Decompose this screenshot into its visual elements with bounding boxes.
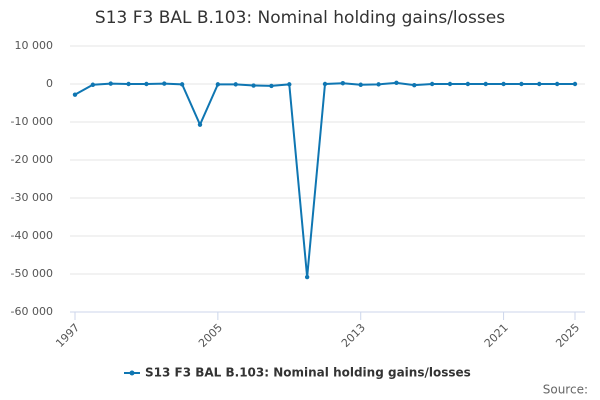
point (304, 274, 310, 280)
point (412, 82, 417, 88)
point (483, 81, 488, 87)
point (215, 82, 221, 87)
source: Source: (543, 383, 588, 397)
point (340, 81, 346, 86)
y-tick-label: 10 000 (15, 39, 54, 52)
point (554, 81, 560, 87)
point (269, 83, 274, 89)
point (519, 81, 524, 87)
point (108, 81, 113, 86)
y-tick-label: -20 000 (11, 153, 53, 166)
point (537, 81, 542, 87)
point (572, 81, 578, 87)
y-tick-label: -60 000 (11, 305, 53, 318)
point (287, 82, 292, 87)
point (376, 82, 381, 87)
y-tick-label: -40 000 (11, 229, 53, 242)
y-tick-label: -10 000 (11, 115, 53, 128)
point (72, 92, 78, 97)
point (197, 122, 203, 127)
point (447, 81, 453, 87)
point (144, 81, 149, 87)
point (429, 81, 435, 87)
series-line (74, 81, 575, 278)
x-tick-label: 2005 (196, 321, 225, 350)
point (251, 83, 256, 88)
x-tick-label: 1997 (53, 321, 82, 350)
point (394, 80, 399, 86)
y-tick-label: -50 000 (11, 267, 53, 280)
y-tick-label: 0 (46, 77, 53, 90)
point (233, 82, 238, 87)
x-tick-label: 2021 (482, 321, 511, 350)
point (322, 81, 328, 87)
y-tick-label: -30 000 (11, 191, 53, 204)
x-tick-label: 2013 (339, 321, 368, 350)
point (501, 81, 506, 87)
chart-title: S13 F3 BAL B.103: Nominal holding gains/… (95, 8, 505, 28)
point (162, 81, 167, 86)
point (179, 82, 185, 87)
point (126, 81, 131, 87)
point (358, 82, 363, 87)
legend-marker (129, 370, 135, 376)
x-tick-label: 2025 (553, 321, 582, 350)
point (465, 81, 471, 87)
point (90, 82, 96, 87)
legend-label: S13 F3 BAL B.103: Nominal holding gains/… (145, 366, 471, 380)
